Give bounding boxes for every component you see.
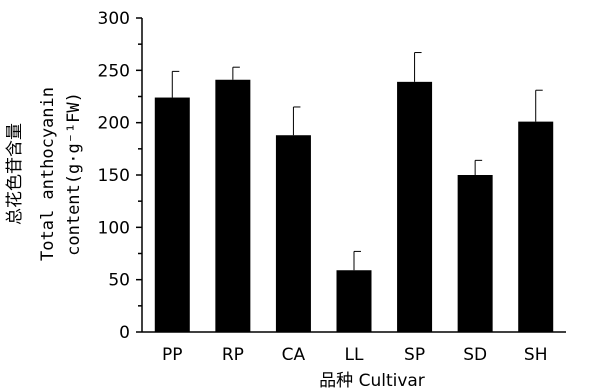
y-axis-title-english: Total anthocyanin: [38, 87, 58, 261]
plot-area: 0 50 100 150 200 250 300 PP RP CA LL SP SD SH: [98, 9, 566, 365]
y-tick-label: 200: [98, 114, 130, 134]
y-tick-label: 0: [119, 323, 130, 343]
x-tick-label-ca: CA: [282, 345, 306, 365]
y-tick-label: 150: [98, 166, 130, 186]
bar-sd: [457, 175, 493, 332]
y-tick-label: 100: [98, 218, 130, 238]
x-axis-title: 品种 Cultivar: [319, 371, 425, 391]
x-tick-label-pp: PP: [162, 345, 183, 365]
x-tick-label-sh: SH: [524, 345, 548, 365]
bar-ll: [336, 270, 372, 332]
bar-sh: [518, 121, 554, 333]
y-axis-title-unit: content(g·g⁻¹FW): [64, 92, 84, 256]
x-tick-label-sp: SP: [404, 345, 425, 365]
bar-ca: [275, 135, 311, 332]
x-tick-label-ll: LL: [345, 345, 364, 365]
y-axis-title: 总花色苷含量 Total anthocyanin content(g·g⁻¹FW…: [5, 87, 84, 261]
y-tick-label: 300: [98, 9, 130, 29]
y-tick-label: 50: [108, 271, 130, 291]
bar-rp: [215, 79, 251, 333]
y-tick-label: 250: [98, 61, 130, 81]
x-tick-label-rp: RP: [222, 345, 244, 365]
y-axis-title-chinese: 总花色苷含量: [5, 123, 25, 225]
x-tick-label-sd: SD: [463, 345, 487, 365]
bar-sp: [397, 81, 433, 332]
bar-pp: [154, 97, 190, 333]
